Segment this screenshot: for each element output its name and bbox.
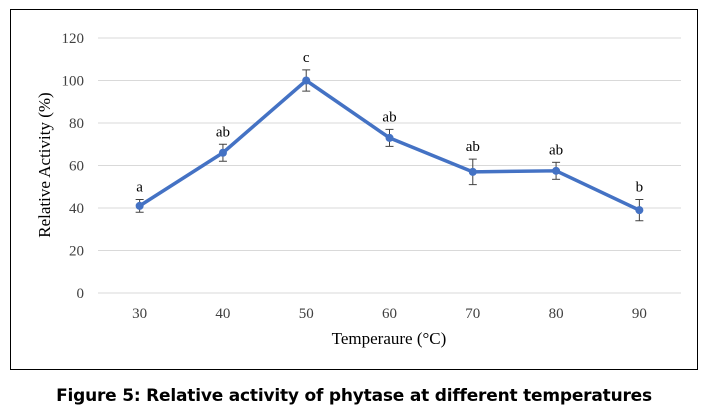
gridlines xyxy=(98,37,681,294)
data-point xyxy=(218,148,227,157)
y-tick-label: 80 xyxy=(69,116,84,132)
significance-letter: ab xyxy=(216,124,230,140)
figure-caption: Figure 5: Relative activity of phytase a… xyxy=(56,386,652,406)
significance-letter: a xyxy=(136,180,143,196)
y-tick-label: 60 xyxy=(69,159,84,175)
significance-letters: a ab c ab ab ab b xyxy=(136,50,643,196)
x-tick-label: 40 xyxy=(215,306,230,322)
data-point xyxy=(468,167,477,176)
significance-letter: ab xyxy=(382,109,396,125)
significance-letter: b xyxy=(636,180,644,196)
y-tick-label: 40 xyxy=(69,201,84,217)
y-axis-ticks: 0 20 40 60 80 100 120 xyxy=(62,31,85,302)
y-tick-label: 100 xyxy=(62,74,85,90)
significance-letter: ab xyxy=(549,142,563,158)
y-tick-label: 20 xyxy=(69,244,84,260)
x-axis-ticks: 30 40 50 60 70 80 90 xyxy=(132,306,647,322)
significance-letter: ab xyxy=(466,139,480,155)
x-tick-label: 50 xyxy=(299,306,314,322)
data-points xyxy=(135,76,644,215)
data-point xyxy=(635,206,644,215)
y-axis-title: Relative Activity (%) xyxy=(35,92,54,237)
y-tick-label: 0 xyxy=(77,286,85,302)
significance-letter: c xyxy=(303,50,310,66)
chart-frame xyxy=(10,9,698,370)
data-point xyxy=(302,76,311,85)
x-tick-label: 90 xyxy=(632,306,647,322)
data-point xyxy=(552,166,561,175)
x-tick-label: 80 xyxy=(549,306,564,322)
error-bars xyxy=(135,69,644,222)
x-tick-label: 70 xyxy=(465,306,480,322)
x-axis-title: Temperaure (°C) xyxy=(332,329,447,348)
x-tick-label: 60 xyxy=(382,306,397,322)
data-point xyxy=(135,201,144,210)
x-tick-label: 30 xyxy=(132,306,147,322)
y-tick-label: 120 xyxy=(62,31,85,47)
data-point xyxy=(385,133,394,142)
